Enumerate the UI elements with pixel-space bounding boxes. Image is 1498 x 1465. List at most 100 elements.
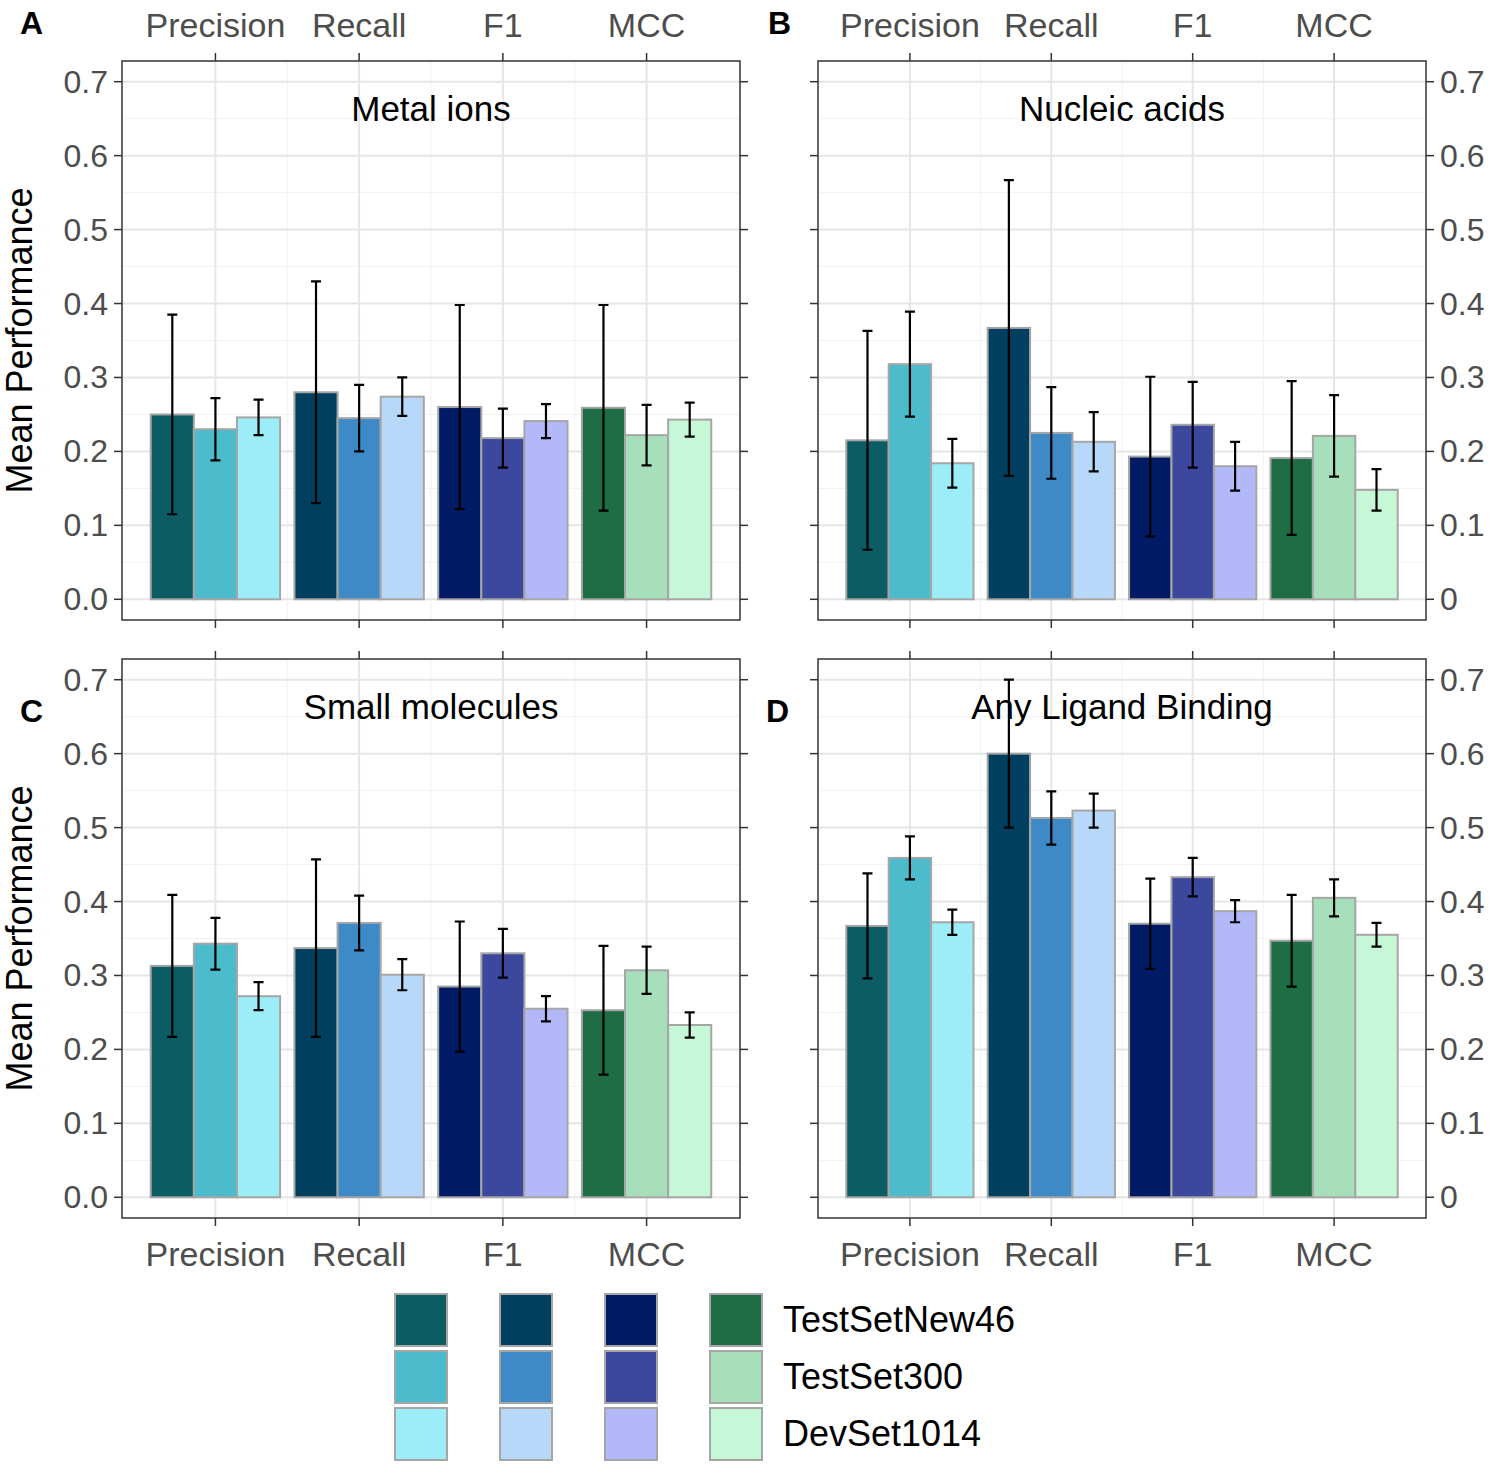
tick-mark-x — [1333, 651, 1335, 659]
tick-label: 0.1 — [64, 507, 108, 543]
minor-grid — [980, 61, 981, 620]
tick-mark — [810, 1049, 818, 1051]
bar — [481, 953, 524, 1197]
category-label: Precision — [145, 6, 285, 44]
tick-mark-x — [909, 620, 911, 628]
tick-mark — [740, 753, 748, 755]
minor-grid — [1263, 61, 1264, 620]
error-bar — [254, 982, 264, 1010]
tick-mark — [1426, 525, 1434, 527]
tick-label: 0.7 — [64, 64, 108, 100]
tick-mark — [810, 679, 818, 681]
tick-mark-x — [1333, 1218, 1335, 1226]
tick-mark — [114, 451, 122, 453]
tick-mark-x — [358, 53, 360, 61]
tick-mark-x — [1051, 1218, 1053, 1226]
error-bar — [947, 910, 957, 935]
bar — [194, 944, 237, 1198]
bar — [625, 970, 668, 1197]
tick-mark — [1426, 451, 1434, 453]
tick-label: 0.6 — [64, 736, 108, 772]
error-bar — [311, 281, 321, 503]
tick-mark — [1426, 1197, 1434, 1199]
category-label: Precision — [840, 1235, 980, 1273]
plot-background — [818, 659, 1426, 1218]
error-bar — [685, 1012, 695, 1037]
tick-label: 0.7 — [1440, 64, 1484, 100]
error-bar — [167, 895, 177, 1037]
error-bar — [1372, 923, 1382, 947]
panel-label: B — [768, 5, 791, 41]
tick-mark-x — [1192, 53, 1194, 61]
panel-title: Small molecules — [304, 687, 559, 726]
category-label: MCC — [1295, 6, 1372, 44]
legend-swatch — [500, 1408, 552, 1460]
error-bar — [1089, 412, 1099, 471]
bar — [1171, 877, 1213, 1197]
tick-mark — [1426, 679, 1434, 681]
tick-mark-x — [502, 1218, 504, 1226]
panel-border — [818, 659, 1426, 1218]
legend-swatch — [395, 1408, 447, 1460]
tick-mark — [740, 599, 748, 601]
category-label: F1 — [1173, 6, 1213, 44]
tick-mark-x — [215, 1218, 217, 1226]
tick-label: 0.7 — [1440, 662, 1484, 698]
plot-background — [122, 61, 740, 620]
category-label: MCC — [608, 1235, 685, 1273]
tick-label: 0.2 — [64, 433, 108, 469]
tick-label: 0.5 — [1440, 212, 1484, 248]
tick-label: 0.1 — [64, 1105, 108, 1141]
bar — [931, 922, 973, 1197]
tick-mark-x — [215, 620, 217, 628]
legend-label: TestSetNew46 — [783, 1299, 1015, 1340]
tick-mark — [740, 1123, 748, 1125]
tick-mark — [810, 753, 818, 755]
error-bar — [1230, 442, 1240, 491]
category-label: F1 — [483, 6, 523, 44]
axis-title: Mean Performance — [0, 785, 40, 1091]
legend-swatch — [500, 1351, 552, 1403]
tick-mark-x — [215, 53, 217, 61]
tick-mark — [810, 975, 818, 977]
tick-mark-x — [1051, 651, 1053, 659]
category-label: Recall — [1004, 1235, 1098, 1273]
tick-mark-x — [909, 651, 911, 659]
panel: 0.00.10.20.30.40.50.60.7PrecisionRecallF… — [0, 5, 748, 628]
tick-mark — [114, 975, 122, 977]
error-bar — [354, 385, 364, 452]
tick-mark — [1426, 827, 1434, 829]
legend-swatch — [710, 1408, 762, 1460]
legend-swatch — [395, 1351, 447, 1403]
plot-background — [818, 61, 1426, 620]
tick-label: 0.1 — [1440, 1105, 1484, 1141]
tick-mark-x — [1051, 53, 1053, 61]
error-bar — [210, 918, 220, 970]
minor-grid — [1263, 659, 1264, 1218]
tick-mark-x — [646, 1218, 648, 1226]
tick-label: 0.0 — [64, 1179, 108, 1215]
category-label: Recall — [1004, 6, 1098, 44]
category-label: MCC — [1295, 1235, 1372, 1273]
tick-mark-x — [646, 620, 648, 628]
minor-grid — [574, 659, 575, 1218]
category-label: MCC — [608, 6, 685, 44]
tick-mark-x — [646, 651, 648, 659]
minor-grid — [574, 61, 575, 620]
tick-mark — [810, 827, 818, 829]
tick-mark — [1426, 753, 1434, 755]
bar — [1030, 818, 1072, 1197]
legend-label: TestSet300 — [783, 1356, 963, 1397]
legend-swatch — [710, 1294, 762, 1346]
tick-mark — [114, 81, 122, 83]
category-label: F1 — [483, 1235, 523, 1273]
tick-mark — [740, 377, 748, 379]
panel-label: D — [766, 693, 789, 729]
marks — [151, 859, 712, 1197]
error-bar — [397, 377, 407, 415]
legend-swatch — [500, 1294, 552, 1346]
tick-mark-x — [1192, 620, 1194, 628]
panel: 0.00.10.20.30.40.50.60.7PrecisionRecallF… — [0, 651, 748, 1273]
tick-mark — [810, 1197, 818, 1199]
tick-mark — [1426, 599, 1434, 601]
